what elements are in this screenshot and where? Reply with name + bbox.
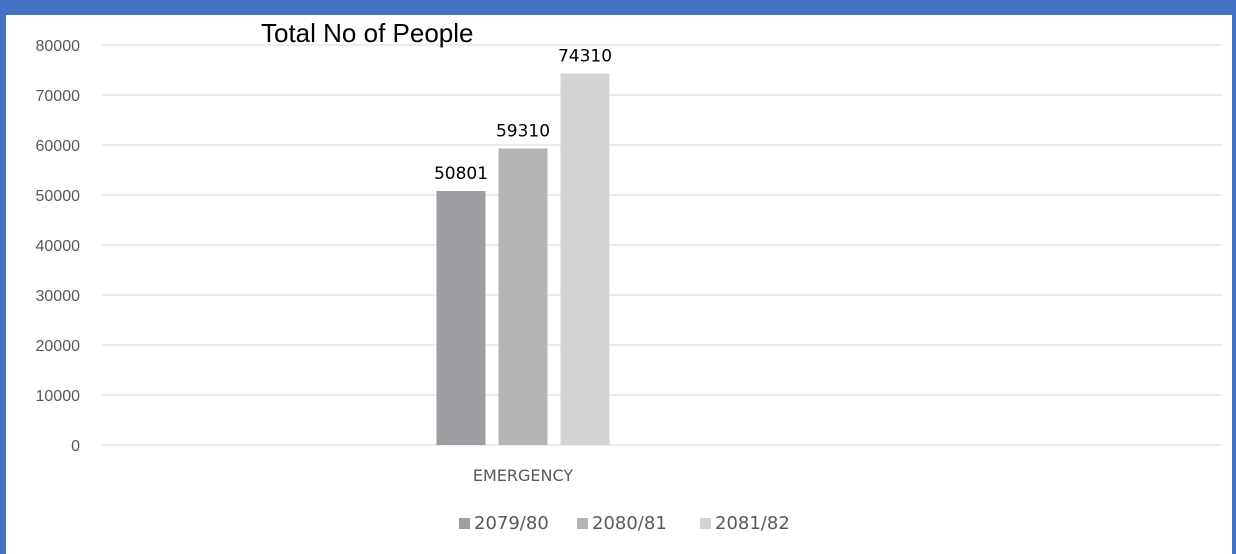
chart-area: 0 10000 20000 30000 40000 50000 60000 70000 8000… <box>6 15 1232 554</box>
y-axis-tick-labels: 0 10000 20000 30000 40000 50000 60000 70000 8000… <box>36 38 81 455</box>
data-label: 74310 <box>558 46 612 66</box>
legend-swatch <box>459 518 470 529</box>
y-tick-label: 20000 <box>36 338 81 355</box>
y-tick-label: 0 <box>71 438 80 455</box>
data-label: 50801 <box>434 164 488 184</box>
bars <box>436 73 610 445</box>
legend-label: 2080/81 <box>592 513 667 534</box>
legend: 2079/80 2080/81 2081/82 <box>459 513 790 534</box>
y-tick-label: 60000 <box>36 138 81 155</box>
legend-swatch <box>577 518 588 529</box>
data-label: 59310 <box>496 121 550 141</box>
bar-chart: 0 10000 20000 30000 40000 50000 60000 70000 8000… <box>36 18 1222 534</box>
x-tick-label: EMERGENCY <box>473 466 574 485</box>
legend-label: 2079/80 <box>474 513 549 534</box>
data-labels: 50801 59310 74310 <box>434 46 612 184</box>
window-left-border <box>0 0 6 554</box>
y-tick-label: 80000 <box>36 38 81 55</box>
window-right-border <box>1232 0 1236 554</box>
x-axis-tick-labels: EMERGENCY <box>473 466 574 485</box>
y-tick-label: 30000 <box>36 288 81 305</box>
y-tick-label: 50000 <box>36 188 81 205</box>
y-tick-label: 40000 <box>36 238 81 255</box>
bar-2079-80 <box>436 190 486 445</box>
y-tick-label: 70000 <box>36 88 81 105</box>
legend-swatch <box>700 518 711 529</box>
gridlines <box>102 44 1222 446</box>
legend-label: 2081/82 <box>715 513 790 534</box>
chart-title: Total No of People <box>261 18 473 48</box>
window-top-border <box>0 0 1236 15</box>
bar-2081-82 <box>560 73 610 445</box>
bar-2080-81 <box>498 148 548 445</box>
y-tick-label: 10000 <box>36 388 81 405</box>
